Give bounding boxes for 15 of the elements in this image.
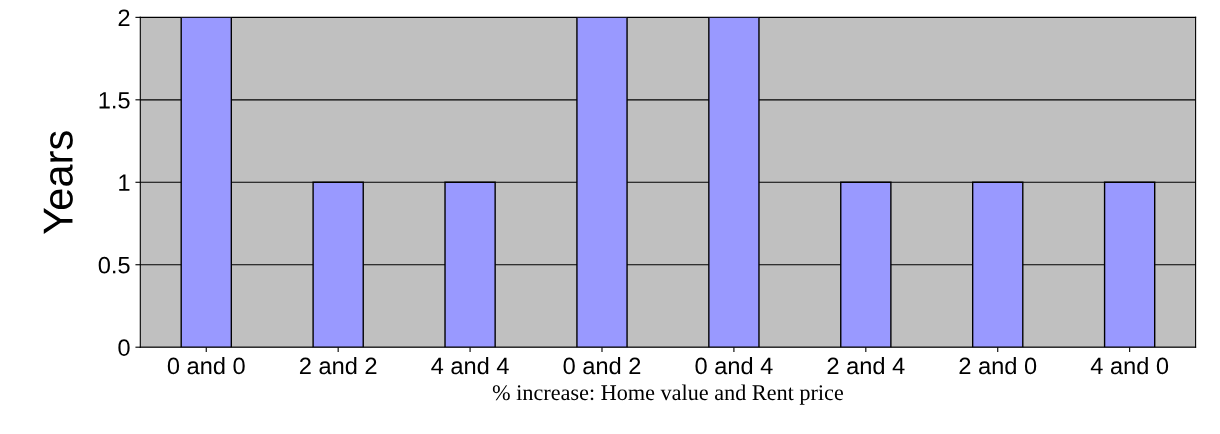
x-tick-label: 4 and 4 — [431, 356, 509, 375]
y-tick-label: 0.5 — [98, 256, 130, 274]
x-tick-label: 4 and 0 — [1090, 356, 1169, 375]
x-tick-label: 0 and 0 — [167, 356, 245, 375]
x-tick-label: 2 and 4 — [827, 356, 905, 375]
y-tick-label: 1 — [119, 174, 130, 191]
x-axis-title: % increase: Home value and Rent price — [492, 384, 844, 405]
y-tick-label: 2 — [118, 9, 130, 26]
y-tick-label: 1.5 — [99, 92, 130, 109]
y-axis-title: Years — [43, 131, 73, 234]
x-tick-label: 0 and 2 — [563, 356, 641, 375]
x-tick-label: 2 and 0 — [959, 356, 1037, 375]
x-tick-label: 0 and 4 — [695, 356, 773, 375]
y-tick-label: 0 — [118, 339, 130, 356]
x-tick-label: 2 and 2 — [299, 356, 377, 375]
